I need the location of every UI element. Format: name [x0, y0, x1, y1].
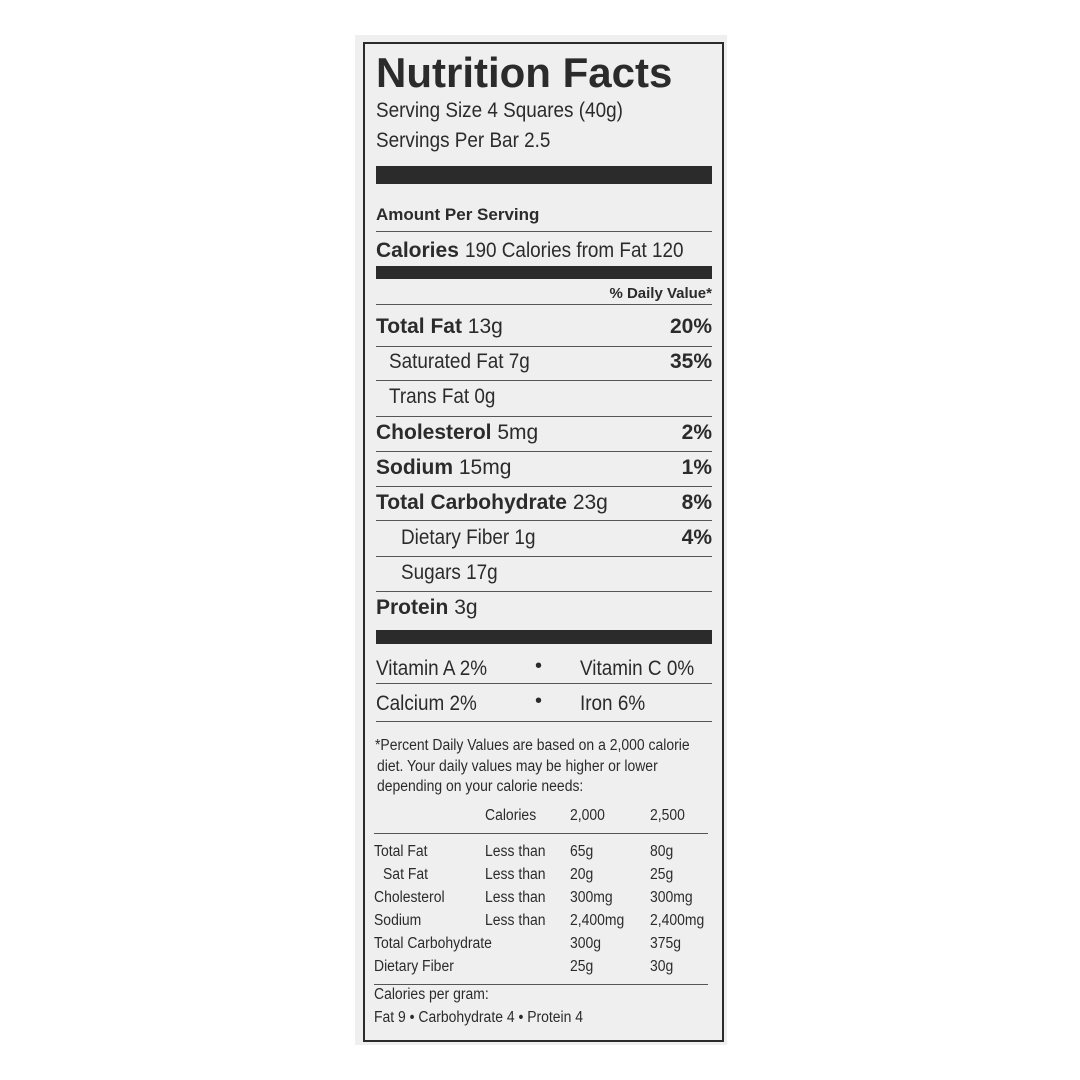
divider	[376, 486, 712, 487]
calories-per-gram-label: Calories per gram:	[374, 986, 489, 1003]
nutrient-trans-fat: Trans Fat 0g	[389, 385, 496, 408]
dv-sodium: 1%	[681, 456, 712, 479]
table-cell: 25g	[650, 866, 674, 883]
table-cell: Sat Fat	[383, 866, 428, 883]
nutrient-amount: 3g	[454, 596, 478, 619]
iron: Iron 6%	[580, 692, 646, 715]
table-cell: Sodium	[374, 912, 422, 929]
nutrient-label: Sodium	[376, 456, 453, 479]
nutrient-label: Protein	[376, 596, 449, 619]
nutrient-amount: 23g	[572, 491, 608, 514]
table-cell: Cholesterol	[374, 889, 445, 906]
nutrient-label: Total Carbohydrate	[376, 491, 567, 514]
divider	[376, 380, 712, 381]
nutrient-sugars: Sugars 17g	[401, 561, 498, 584]
footnote-line: diet. Your daily values may be higher or…	[377, 758, 658, 775]
servings-per-container: Servings Per Bar 2.5	[376, 129, 551, 152]
table-cell: 25g	[570, 958, 594, 975]
nutrient-amount: 15mg	[458, 456, 512, 479]
calories-per-gram-values: Fat 9 • Carbohydrate 4 • Protein 4	[374, 1009, 584, 1026]
medium-divider	[376, 266, 712, 279]
calories-value: 190 Calories from Fat 120	[464, 239, 684, 262]
table-cell: 30g	[650, 958, 674, 975]
nutrient-total-carbohydrate: Total Carbohydrate 23g	[376, 492, 608, 513]
table-cell: 300mg	[570, 889, 613, 906]
dv-cholesterol: 2%	[681, 421, 712, 444]
nutrient-total-fat: Total Fat 13g	[376, 316, 503, 337]
divider	[376, 520, 712, 521]
thick-divider	[376, 630, 712, 644]
calories-row: Calories 190 Calories from Fat 120	[376, 240, 708, 261]
thick-divider	[376, 166, 712, 184]
amount-per-serving: Amount Per Serving	[376, 205, 540, 224]
nutrition-facts-panel	[363, 42, 724, 1042]
nutrient-dietary-fiber: Dietary Fiber 1g	[401, 526, 536, 549]
vitamin-a: Vitamin A 2%	[376, 657, 488, 680]
nutrient-protein: Protein 3g	[376, 597, 478, 618]
divider	[376, 416, 712, 417]
dv-saturated-fat: 35%	[669, 350, 712, 373]
table-header-calories: Calories	[485, 807, 537, 824]
calories-label: Calories	[376, 239, 459, 262]
nutrient-amount: 5mg	[497, 421, 539, 444]
daily-value-header: % Daily Value*	[609, 285, 712, 302]
table-cell: Total Carbohydrate	[374, 935, 492, 952]
nutrient-sodium: Sodium 15mg	[376, 457, 511, 478]
table-cell: Less than	[485, 866, 546, 883]
bullet-icon: •	[535, 690, 543, 712]
table-cell: 375g	[650, 935, 682, 952]
footnote-line: depending on your calorie needs:	[377, 778, 584, 795]
divider	[376, 721, 712, 722]
dv-dietary-fiber: 4%	[681, 526, 712, 549]
table-cell: Less than	[485, 912, 546, 929]
table-cell: 80g	[650, 843, 674, 860]
divider	[376, 346, 712, 347]
nutrient-saturated-fat: Saturated Fat 7g	[389, 350, 530, 373]
calcium: Calcium 2%	[376, 692, 477, 715]
table-cell: 300g	[570, 935, 602, 952]
table-cell: 2,400mg	[570, 912, 625, 929]
table-cell: 20g	[570, 866, 594, 883]
label-background	[355, 35, 727, 1045]
table-cell: Less than	[485, 889, 546, 906]
divider	[376, 451, 712, 452]
table-cell: 2,400mg	[650, 912, 705, 929]
table-header-2500: 2,500	[650, 807, 685, 824]
table-cell: Less than	[485, 843, 546, 860]
divider	[376, 591, 712, 592]
divider	[374, 984, 708, 985]
divider	[376, 304, 712, 305]
table-cell: Dietary Fiber	[374, 958, 454, 975]
divider	[376, 231, 712, 232]
table-cell: 65g	[570, 843, 594, 860]
dv-total-fat: 20%	[669, 315, 712, 338]
bullet-icon: •	[535, 655, 543, 677]
dv-total-carbohydrate: 8%	[681, 491, 712, 514]
table-cell: 300mg	[650, 889, 693, 906]
nutrient-cholesterol: Cholesterol 5mg	[376, 422, 538, 443]
table-header-2000: 2,000	[570, 807, 605, 824]
divider	[374, 833, 708, 834]
vitamin-c: Vitamin C 0%	[580, 657, 695, 680]
nutrient-label: Total Fat	[376, 315, 462, 338]
table-cell: Total Fat	[374, 843, 428, 860]
divider	[376, 556, 712, 557]
nutrient-label: Cholesterol	[376, 421, 492, 444]
divider	[376, 683, 712, 684]
title: Nutrition Facts	[376, 49, 673, 96]
nutrient-amount: 13g	[467, 315, 503, 338]
footnote-line: *Percent Daily Values are based on a 2,0…	[375, 737, 690, 754]
serving-size: Serving Size 4 Squares (40g)	[376, 99, 623, 122]
